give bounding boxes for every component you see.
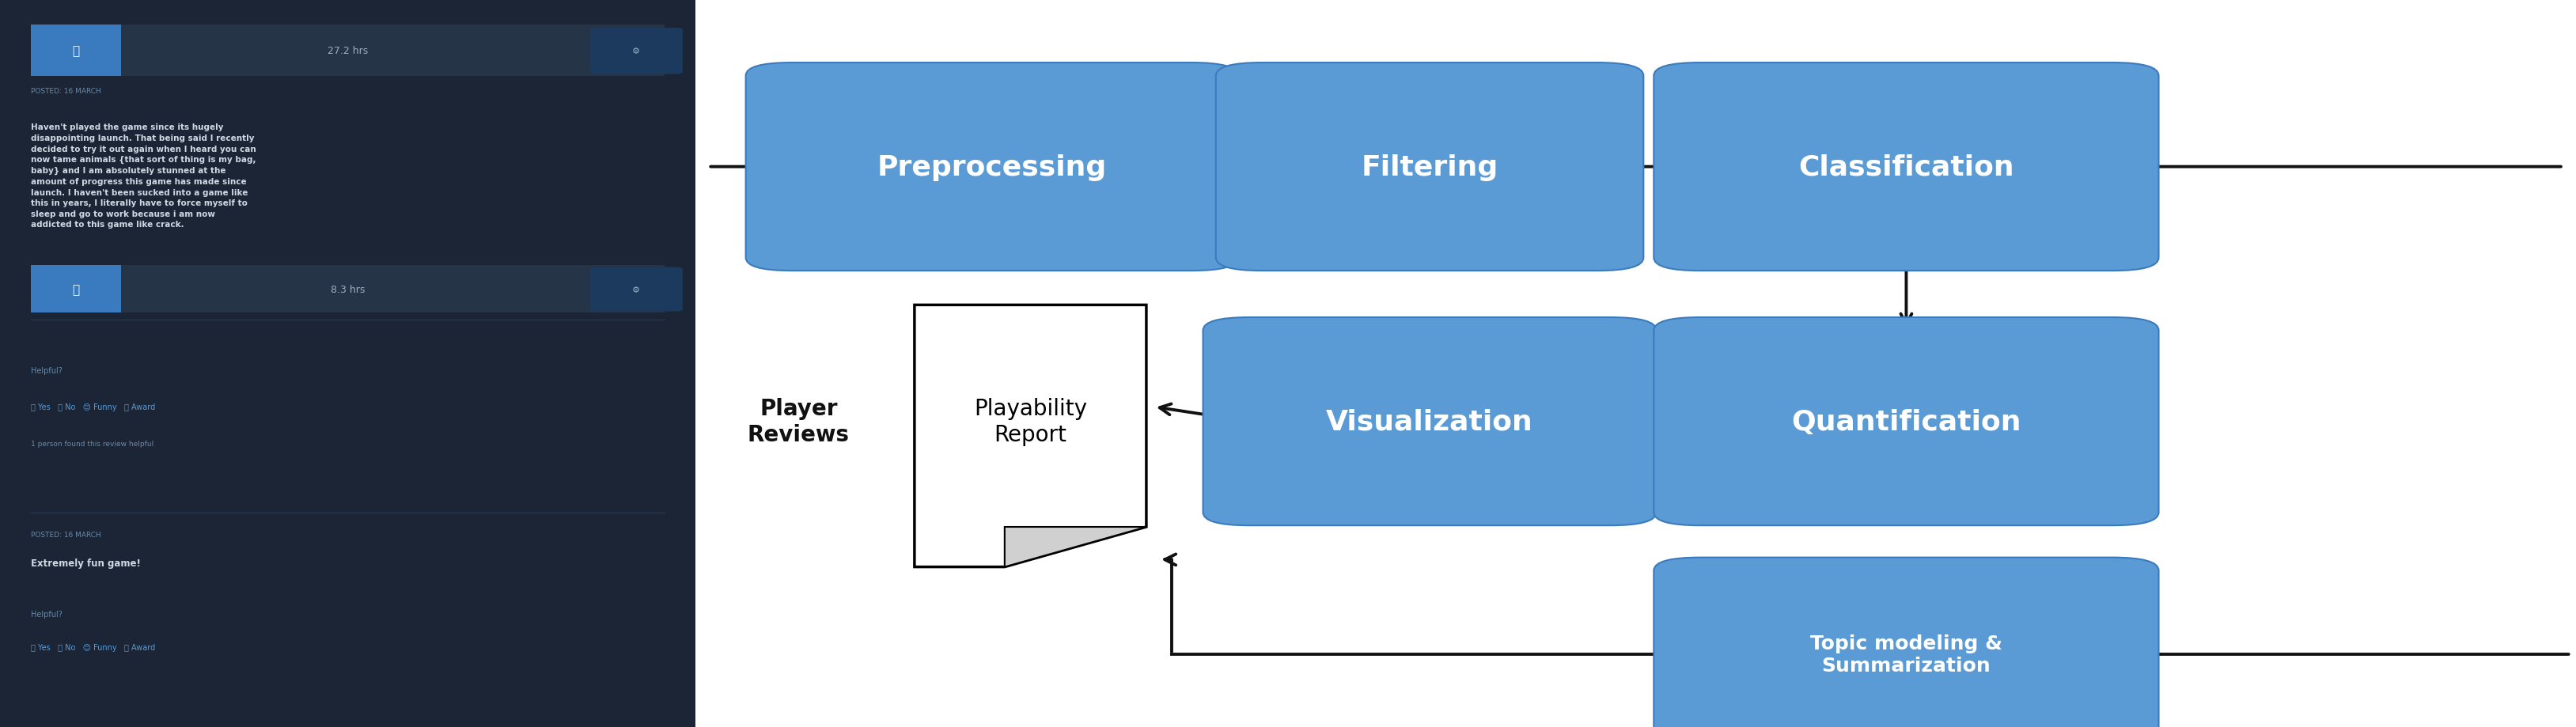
- Text: Helpful?: Helpful?: [31, 367, 62, 374]
- Polygon shape: [1005, 527, 1146, 567]
- Text: Haven't played the game since its hugely
disappointing launch. That being said I: Haven't played the game since its hugely…: [31, 124, 255, 228]
- FancyBboxPatch shape: [31, 25, 665, 76]
- Text: POSTED: 16 MARCH: POSTED: 16 MARCH: [31, 531, 100, 538]
- FancyBboxPatch shape: [0, 0, 696, 727]
- FancyBboxPatch shape: [590, 28, 683, 75]
- Text: 8.3 hrs: 8.3 hrs: [330, 284, 366, 294]
- FancyBboxPatch shape: [31, 25, 121, 76]
- Text: Topic modeling &
Summarization: Topic modeling & Summarization: [1811, 634, 2002, 675]
- FancyBboxPatch shape: [1654, 318, 2159, 526]
- FancyBboxPatch shape: [31, 265, 121, 313]
- Text: Extremely fun game!: Extremely fun game!: [31, 558, 142, 569]
- Text: 👍: 👍: [72, 284, 80, 295]
- Text: Preprocessing: Preprocessing: [876, 154, 1108, 180]
- FancyBboxPatch shape: [1216, 63, 1643, 271]
- Text: 👍 Yes   👎 No   😊 Funny   🏆 Award: 👍 Yes 👎 No 😊 Funny 🏆 Award: [31, 403, 155, 411]
- Text: ⚙: ⚙: [631, 286, 641, 294]
- Text: 👍 Yes   👎 No   😊 Funny   🏆 Award: 👍 Yes 👎 No 😊 Funny 🏆 Award: [31, 643, 155, 651]
- Text: 👍: 👍: [72, 45, 80, 57]
- Text: Filtering: Filtering: [1360, 154, 1499, 180]
- Text: Quantification: Quantification: [1790, 409, 2022, 435]
- Text: Visualization: Visualization: [1327, 409, 1533, 435]
- Polygon shape: [914, 305, 1146, 567]
- Text: 27.2 hrs: 27.2 hrs: [327, 46, 368, 56]
- FancyBboxPatch shape: [747, 63, 1236, 271]
- FancyBboxPatch shape: [1203, 318, 1656, 526]
- Text: Helpful?: Helpful?: [31, 611, 62, 618]
- Text: 1 person found this review helpful: 1 person found this review helpful: [31, 440, 155, 447]
- FancyBboxPatch shape: [1654, 63, 2159, 271]
- FancyBboxPatch shape: [1654, 558, 2159, 727]
- Text: Classification: Classification: [1798, 154, 2014, 180]
- FancyBboxPatch shape: [590, 268, 683, 312]
- Text: Player
Reviews: Player Reviews: [747, 398, 850, 446]
- Text: ⚙: ⚙: [631, 48, 641, 55]
- FancyBboxPatch shape: [31, 265, 665, 313]
- Text: Playability
Report: Playability Report: [974, 398, 1087, 446]
- Text: POSTED: 16 MARCH: POSTED: 16 MARCH: [31, 87, 100, 95]
